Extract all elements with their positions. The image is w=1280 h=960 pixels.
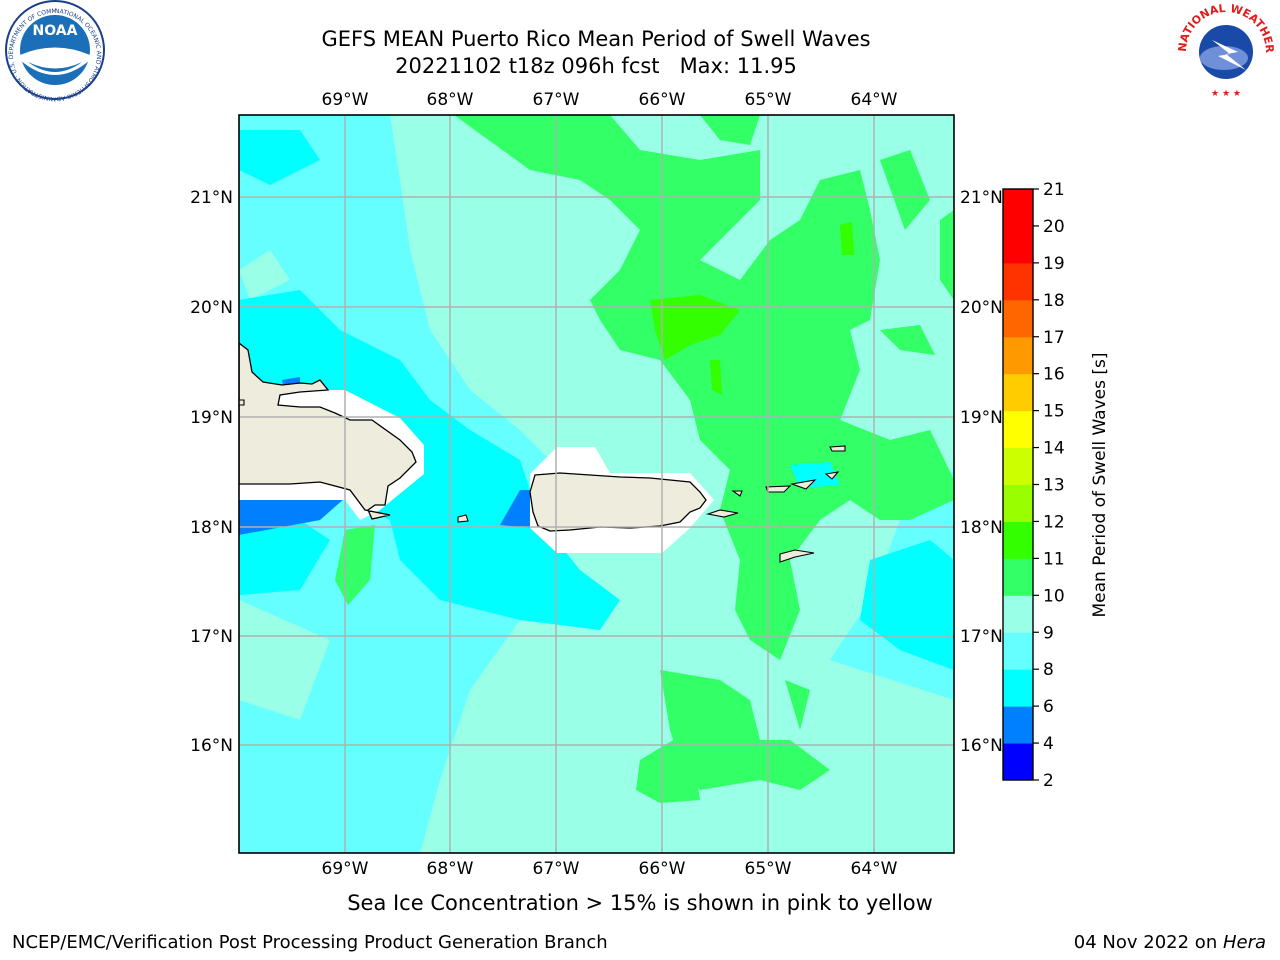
svg-text:NATIONAL WEATHER SERVICE: NATIONAL WEATHER SERVICE xyxy=(0,0,1276,54)
footer-host: Hera xyxy=(1222,932,1266,953)
chart-subtitle: 20221102 t18z 096h fcst Max: 11.95 xyxy=(395,54,797,78)
colorbar-segment xyxy=(1003,669,1033,707)
map-frame xyxy=(238,114,955,854)
colorbar-tick-label: 15 xyxy=(1043,402,1065,422)
lon-label-bottom: 65°W xyxy=(745,859,792,879)
lon-label-bottom: 64°W xyxy=(851,859,898,879)
colorbar-tick-label: 17 xyxy=(1043,328,1065,348)
lat-label-left: 16°N xyxy=(190,736,233,756)
lat-label-right: 20°N xyxy=(960,298,1003,318)
lon-label-top: 65°W xyxy=(745,90,792,110)
sea-ice-caption: Sea Ice Concentration > 15% is shown in … xyxy=(347,891,933,915)
colorbar-segment xyxy=(1003,558,1033,596)
lon-label-bottom: 66°W xyxy=(639,859,686,879)
lon-label-top: 67°W xyxy=(533,90,580,110)
contour-11-12 xyxy=(650,295,740,360)
colorbar-tick-label: 18 xyxy=(1043,291,1065,311)
colorbar-segment xyxy=(1003,632,1033,670)
contour-4-6 xyxy=(239,498,345,535)
lon-label-top: 69°W xyxy=(322,90,369,110)
colorbar-tick-label: 20 xyxy=(1043,217,1065,237)
nws-logo: NATIONAL WEATHER SERVICE ★ ★ ★ xyxy=(0,0,1276,99)
colorbar-segment xyxy=(1003,743,1033,781)
lon-label-top: 66°W xyxy=(639,90,686,110)
colorbar-tick-label: 11 xyxy=(1043,549,1065,569)
colorbar-segment xyxy=(1003,595,1033,633)
svg-text:★ ★ ★: ★ ★ ★ xyxy=(1211,89,1241,99)
footer-branch: NCEP/EMC/Verification Post Processing Pr… xyxy=(12,932,608,953)
lat-label-right: 21°N xyxy=(960,188,1003,208)
colorbar-segment xyxy=(1003,706,1033,744)
axis-labels: 69°W 69°W 68°W 68°W 67°W 67°W 66°W 66°W 65°W 65°W… xyxy=(190,90,1003,879)
lat-label-left: 18°N xyxy=(190,518,233,538)
colorbar-tick-label: 4 xyxy=(1043,734,1054,754)
lon-label-top: 68°W xyxy=(427,90,474,110)
lon-label-bottom: 69°W xyxy=(322,859,369,879)
lon-label-top: 64°W xyxy=(851,90,898,110)
lat-label-left: 20°N xyxy=(190,298,233,318)
colorbar-tick-label: 2 xyxy=(1043,771,1054,791)
hispaniola-land xyxy=(239,342,417,520)
colorbar-label: Mean Period of Swell Waves [s] xyxy=(1090,353,1110,618)
colorbar-tick-label: 8 xyxy=(1043,660,1054,680)
noaa-text: NOAA xyxy=(33,23,78,39)
colorbar-tick-label: 12 xyxy=(1043,512,1065,532)
colorbar-segment xyxy=(1003,484,1033,522)
lat-label-left: 19°N xyxy=(190,408,233,428)
colorbar-segment xyxy=(1003,410,1033,449)
lon-label-bottom: 68°W xyxy=(427,859,474,879)
chart-title: GEFS MEAN Puerto Rico Mean Period of Swe… xyxy=(321,27,871,51)
colorbar-segment xyxy=(1003,225,1033,264)
colorbar-tick-label: 21 xyxy=(1043,180,1065,200)
colorbar-tick-label: 6 xyxy=(1043,697,1054,717)
colorbar-segment xyxy=(1003,262,1033,301)
gridlines xyxy=(239,115,954,853)
colorbar-segment xyxy=(1003,299,1033,338)
colorbar-tick-label: 14 xyxy=(1043,439,1065,459)
colorbar-segment xyxy=(1003,447,1033,485)
lat-label-right: 17°N xyxy=(960,627,1003,647)
colorbar-tick-label: 19 xyxy=(1043,254,1065,274)
lat-label-left: 21°N xyxy=(190,188,233,208)
nws-ring-text: NATIONAL WEATHER SERVICE xyxy=(0,0,1276,54)
colorbar-segment xyxy=(1003,373,1033,412)
colorbar-tick-label: 13 xyxy=(1043,476,1065,496)
map-area xyxy=(239,115,954,853)
lon-label-bottom: 67°W xyxy=(533,859,580,879)
lat-label-right: 19°N xyxy=(960,408,1003,428)
colorbar-tick-label: 16 xyxy=(1043,365,1065,385)
footer-date: 04 Nov 2022 on Hera xyxy=(1074,932,1266,953)
lat-label-left: 17°N xyxy=(190,627,233,647)
lat-label-right: 16°N xyxy=(960,736,1003,756)
colorbar-segment xyxy=(1003,336,1033,375)
colorbar-tick-label: 9 xyxy=(1043,623,1054,643)
colorbar-segment xyxy=(1003,189,1033,227)
colorbar-tick-label: 10 xyxy=(1043,586,1065,606)
colorbar-segment xyxy=(1003,521,1033,559)
lat-label-right: 18°N xyxy=(960,518,1003,538)
contour-10-11 xyxy=(454,115,954,660)
footer-date-text: 04 Nov 2022 on xyxy=(1073,932,1223,953)
noaa-logo: NOAA NATIONAL OCEANIC AND ATMOSPHERIC AD… xyxy=(0,0,105,102)
colorbar: 21 20 19 18 17 16 15 14 13 12 11 10 9 8 6 4 2 xyxy=(1002,180,1065,791)
